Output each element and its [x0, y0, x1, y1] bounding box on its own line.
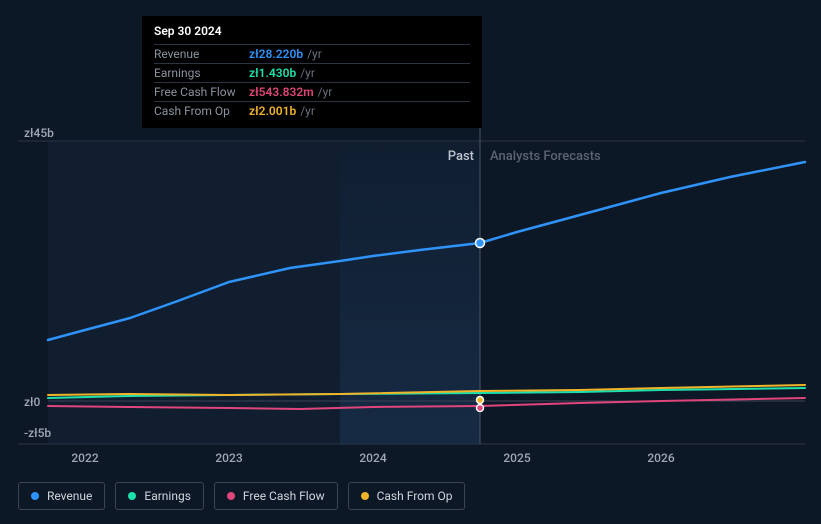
tooltip-row-label: Earnings — [154, 66, 249, 80]
y-axis-label: -zł5b — [24, 426, 51, 440]
tooltip-row-value: zł28.220b — [249, 47, 303, 61]
legend-item[interactable]: Cash From Op — [348, 482, 466, 510]
x-axis-label: 2024 — [359, 451, 386, 465]
tooltip-row-label: Revenue — [154, 47, 249, 61]
tooltip-row-unit: /yr — [318, 85, 333, 99]
tooltip-row-unit: /yr — [307, 47, 322, 61]
tooltip-row-unit: /yr — [300, 66, 315, 80]
section-label-past: Past — [448, 149, 474, 164]
tooltip-row-value: zł1.430b — [249, 66, 296, 80]
y-axis-label: zł45b — [24, 126, 54, 140]
legend-dot-icon — [31, 492, 39, 500]
legend: Revenue Earnings Free Cash Flow Cash From O… — [18, 482, 465, 510]
tooltip-row: Free Cash Flowzł543.832m/yr — [154, 82, 470, 101]
legend-label: Free Cash Flow — [243, 489, 325, 503]
tooltip-rows: Revenuezł28.220b/yrEarningszł1.430b/yrFr… — [154, 44, 470, 120]
legend-item[interactable]: Free Cash Flow — [214, 482, 338, 510]
tooltip-row-label: Cash From Op — [154, 104, 249, 118]
legend-label: Cash From Op — [377, 489, 453, 503]
tooltip-row-value: zł543.832m — [249, 85, 314, 99]
legend-item[interactable]: Revenue — [18, 482, 105, 510]
legend-item[interactable]: Earnings — [115, 482, 204, 510]
x-axis-label: 2025 — [503, 451, 530, 465]
legend-dot-icon — [227, 492, 235, 500]
x-axis-label: 2026 — [647, 451, 674, 465]
legend-dot-icon — [361, 492, 369, 500]
tooltip-row-value: zł2.001b — [249, 104, 296, 118]
chart-tooltip: Sep 30 2024 Revenuezł28.220b/yrEarningsz… — [142, 16, 482, 128]
legend-label: Earnings — [144, 489, 191, 503]
y-axis-label: zł0 — [24, 395, 40, 409]
section-label-forecast: Analysts Forecasts — [490, 149, 601, 164]
tooltip-row: Revenuezł28.220b/yr — [154, 44, 470, 63]
legend-dot-icon — [128, 492, 136, 500]
tooltip-row: Earningszł1.430b/yr — [154, 63, 470, 82]
legend-label: Revenue — [47, 489, 92, 503]
x-axis-label: 2023 — [215, 451, 242, 465]
tooltip-date: Sep 30 2024 — [154, 24, 470, 38]
tooltip-row-unit: /yr — [300, 104, 315, 118]
tooltip-row: Cash From Opzł2.001b/yr — [154, 101, 470, 120]
tooltip-row-label: Free Cash Flow — [154, 85, 249, 99]
x-axis-label: 2022 — [71, 451, 98, 465]
